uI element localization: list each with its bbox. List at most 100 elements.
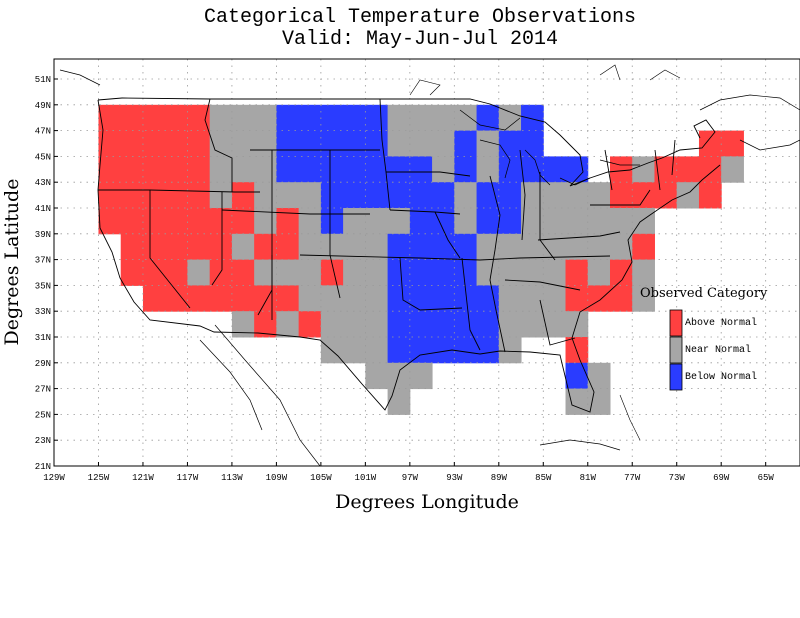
category-cell <box>409 311 433 338</box>
category-cell <box>587 208 611 235</box>
category-cell <box>320 130 344 157</box>
category-cell <box>698 156 722 183</box>
category-cell <box>632 233 655 261</box>
category-cell <box>409 285 433 312</box>
category-cell <box>387 337 411 364</box>
y-tick-label: 31N <box>35 333 51 343</box>
category-cell <box>432 130 455 157</box>
category-cell <box>721 156 744 183</box>
x-tick-label: 85W <box>535 473 552 483</box>
y-axis-ticks: 21N 23N 25N 27N 29N 31N 33N 35N 37N 39N 41N 43N 45N 4… <box>35 75 58 472</box>
category-cell <box>498 156 522 183</box>
category-cell <box>387 285 411 312</box>
category-cell <box>409 259 433 286</box>
category-cell <box>209 259 233 286</box>
category-cell <box>98 182 122 209</box>
category-cell <box>387 156 411 183</box>
category-cell <box>521 104 544 132</box>
category-cell <box>543 233 567 261</box>
y-tick-label: 49N <box>35 101 51 111</box>
category-cell <box>498 130 522 157</box>
x-tick-label: 81W <box>580 473 597 483</box>
category-cell <box>498 311 522 338</box>
category-cell <box>343 259 366 286</box>
category-cell <box>254 182 277 209</box>
state-outlines <box>59 64 800 466</box>
category-cell <box>320 156 344 183</box>
x-tick-label: 125W <box>88 473 110 483</box>
category-cell <box>587 285 611 312</box>
category-cell <box>387 182 411 209</box>
category-cell <box>632 182 655 209</box>
x-tick-label: 97W <box>402 473 419 483</box>
category-cell <box>209 233 233 261</box>
category-cell <box>343 337 366 364</box>
x-tick-label: 77W <box>624 473 641 483</box>
category-cell <box>187 130 211 157</box>
category-cell <box>142 130 166 157</box>
category-cell <box>454 311 478 338</box>
category-cell <box>387 233 411 261</box>
category-cell <box>387 208 411 235</box>
category-cell <box>587 233 611 261</box>
category-cell <box>565 388 589 415</box>
category-cell <box>298 104 322 132</box>
category-cell <box>365 259 389 286</box>
category-cell <box>587 388 611 415</box>
category-cell <box>587 182 611 209</box>
category-cell <box>454 208 478 235</box>
x-tick-label: 121W <box>132 473 154 483</box>
category-cell <box>543 208 567 235</box>
category-cell <box>231 285 255 312</box>
y-tick-label: 23N <box>35 436 51 446</box>
category-cell <box>610 259 633 286</box>
category-cell <box>476 104 500 132</box>
category-cell <box>521 311 544 338</box>
category-cell <box>98 130 122 157</box>
category-cell <box>476 285 500 312</box>
category-cell <box>409 130 433 157</box>
category-cell <box>187 156 211 183</box>
category-cell <box>187 259 211 286</box>
legend-swatch <box>669 336 683 364</box>
x-tick-label: 109W <box>266 473 288 483</box>
category-cell <box>120 104 144 132</box>
gridlines <box>54 59 800 466</box>
category-cell <box>365 337 389 364</box>
category-cell <box>165 130 188 157</box>
category-cell <box>432 104 455 132</box>
category-cell <box>565 362 589 390</box>
category-cell <box>543 156 567 183</box>
category-cell <box>365 285 389 312</box>
category-cell <box>521 208 544 235</box>
category-cell <box>231 208 255 235</box>
category-cell <box>654 156 678 183</box>
category-cell <box>365 182 389 209</box>
category-cell <box>343 156 366 183</box>
category-cell <box>387 388 411 415</box>
category-cell <box>409 156 433 183</box>
category-cell <box>120 208 144 235</box>
category-cell <box>409 233 433 261</box>
category-cell <box>209 182 233 209</box>
category-cell <box>120 182 144 209</box>
category-cell <box>142 285 166 312</box>
category-cell <box>298 233 322 261</box>
category-cell <box>142 182 166 209</box>
category-cell <box>409 208 433 235</box>
category-cell <box>298 259 322 286</box>
category-cell <box>587 259 611 286</box>
category-cell <box>209 208 233 235</box>
category-cell <box>320 285 344 312</box>
category-cell <box>521 285 544 312</box>
category-cell <box>343 182 366 209</box>
category-cell <box>298 182 322 209</box>
category-cell <box>231 104 255 132</box>
category-cell <box>565 259 589 286</box>
category-cell <box>565 208 589 235</box>
y-tick-label: 33N <box>35 307 51 317</box>
category-cell <box>365 208 389 235</box>
category-cell <box>254 104 277 132</box>
category-cell <box>298 208 322 235</box>
